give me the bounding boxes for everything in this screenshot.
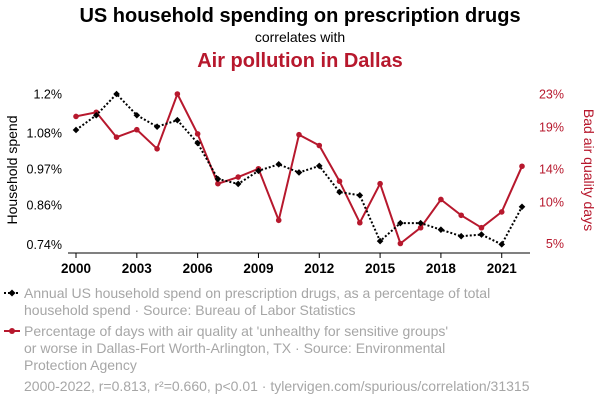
series-2-point — [296, 131, 302, 138]
series-1-point — [356, 192, 364, 199]
legend-text-2a: Percentage of days with air quality at '… — [24, 323, 448, 339]
y-left-tick-label: 0.97% — [27, 163, 62, 177]
series-1-point — [174, 116, 181, 124]
series-2-point — [438, 196, 444, 203]
y-right-tick-label: 5% — [546, 237, 564, 251]
y-left-tick-label: 1.2% — [34, 88, 63, 102]
series-2-point — [458, 212, 464, 219]
series-1-point — [376, 237, 384, 245]
legend-marker-1 — [8, 289, 16, 297]
y-left-tick-label: 1.08% — [27, 127, 62, 141]
series-2-point — [397, 240, 404, 247]
chart-title-2: Air pollution in Dallas — [197, 50, 403, 72]
y-axis-right-label: Bad air quality days — [581, 109, 597, 231]
legend-marker-2 — [9, 328, 15, 334]
x-tick-label: 2021 — [487, 261, 518, 276]
x-tick-label: 2000 — [61, 261, 91, 276]
y-axis-left: 0.74% 0.86% 0.97% 1.08% 1.2% — [27, 88, 62, 252]
x-tick-label: 2003 — [122, 261, 153, 276]
series-2-point — [73, 113, 79, 120]
series-1-point — [153, 123, 161, 130]
series-2-point — [498, 209, 505, 215]
series-2-point — [417, 224, 424, 231]
series-1-point — [336, 188, 343, 196]
y-left-tick-label: 0.86% — [27, 199, 62, 213]
series-2-point — [194, 131, 201, 137]
y-right-tick-label: 19% — [539, 121, 564, 135]
legend-item-1: Annual US household spend on prescriptio… — [4, 285, 490, 318]
series-2-point — [235, 174, 241, 180]
series-1-point — [315, 162, 323, 170]
x-tick-label: 2006 — [183, 261, 214, 276]
y-axis-left-label: Household spend — [4, 116, 20, 225]
footer-text: 2000-2022, r=0.813, r²=0.660, p<0.01 · t… — [24, 378, 530, 394]
series-1-point — [113, 90, 120, 98]
legend-text-2b: or worse in Dallas-Fort Worth-Arlington,… — [24, 340, 445, 356]
series-1-point — [92, 111, 100, 119]
legend-text-1b: household spend · Source: Bureau of Labo… — [24, 302, 356, 318]
legend-text-1a: Annual US household spend on prescriptio… — [24, 285, 490, 301]
series-2-point — [478, 224, 485, 231]
plot-area — [72, 90, 526, 248]
series-1-point — [417, 219, 424, 227]
y-right-tick-label: 10% — [539, 195, 564, 209]
series-2-point — [377, 180, 383, 187]
x-tick-label: 2018 — [426, 261, 457, 276]
y-right-tick-label: 23% — [539, 88, 564, 102]
series-1-point — [214, 175, 222, 183]
series-1-point — [437, 226, 445, 233]
series-1-point — [478, 231, 485, 238]
series-1-point — [518, 203, 526, 211]
series-2-point — [154, 146, 160, 152]
series-1-point — [133, 111, 141, 119]
series-1-point — [295, 169, 303, 176]
x-axis: 2000 2003 2006 2009 2012 2015 2018 2021 — [61, 253, 517, 276]
series-2-point — [113, 134, 120, 140]
series-1-point — [457, 232, 465, 240]
series-1-point — [194, 139, 201, 147]
series-2-point — [357, 219, 363, 226]
chart-connector: correlates with — [255, 29, 345, 45]
y-axis-right: 5% 10% 14% 19% 23% — [539, 88, 564, 252]
series-1-point — [255, 167, 262, 175]
legend-text-2c: Protection Agency — [24, 357, 137, 373]
y-right-tick-label: 14% — [539, 162, 564, 176]
x-tick-label: 2012 — [304, 261, 334, 276]
series-1-point — [498, 241, 506, 248]
series-1-point — [397, 219, 404, 227]
series-line-2 — [75, 91, 523, 246]
legend-item-2: Percentage of days with air quality at '… — [4, 323, 448, 373]
series-2-point — [215, 180, 221, 187]
x-tick-label: 2009 — [243, 261, 273, 276]
series-1-point — [234, 180, 242, 188]
legend: Annual US household spend on prescriptio… — [4, 285, 490, 373]
series-2-point — [174, 91, 181, 97]
series-2-point — [519, 163, 525, 170]
series-2-point — [316, 142, 323, 149]
y-left-tick-label: 0.74% — [27, 238, 62, 252]
series-1-point — [275, 160, 283, 168]
x-tick-label: 2015 — [365, 261, 396, 276]
series-2-point — [275, 217, 282, 224]
series-1-point — [72, 126, 80, 134]
series-2-point — [336, 178, 343, 185]
chart-title: US household spending on prescription dr… — [79, 5, 520, 27]
series-2-point — [134, 126, 140, 133]
